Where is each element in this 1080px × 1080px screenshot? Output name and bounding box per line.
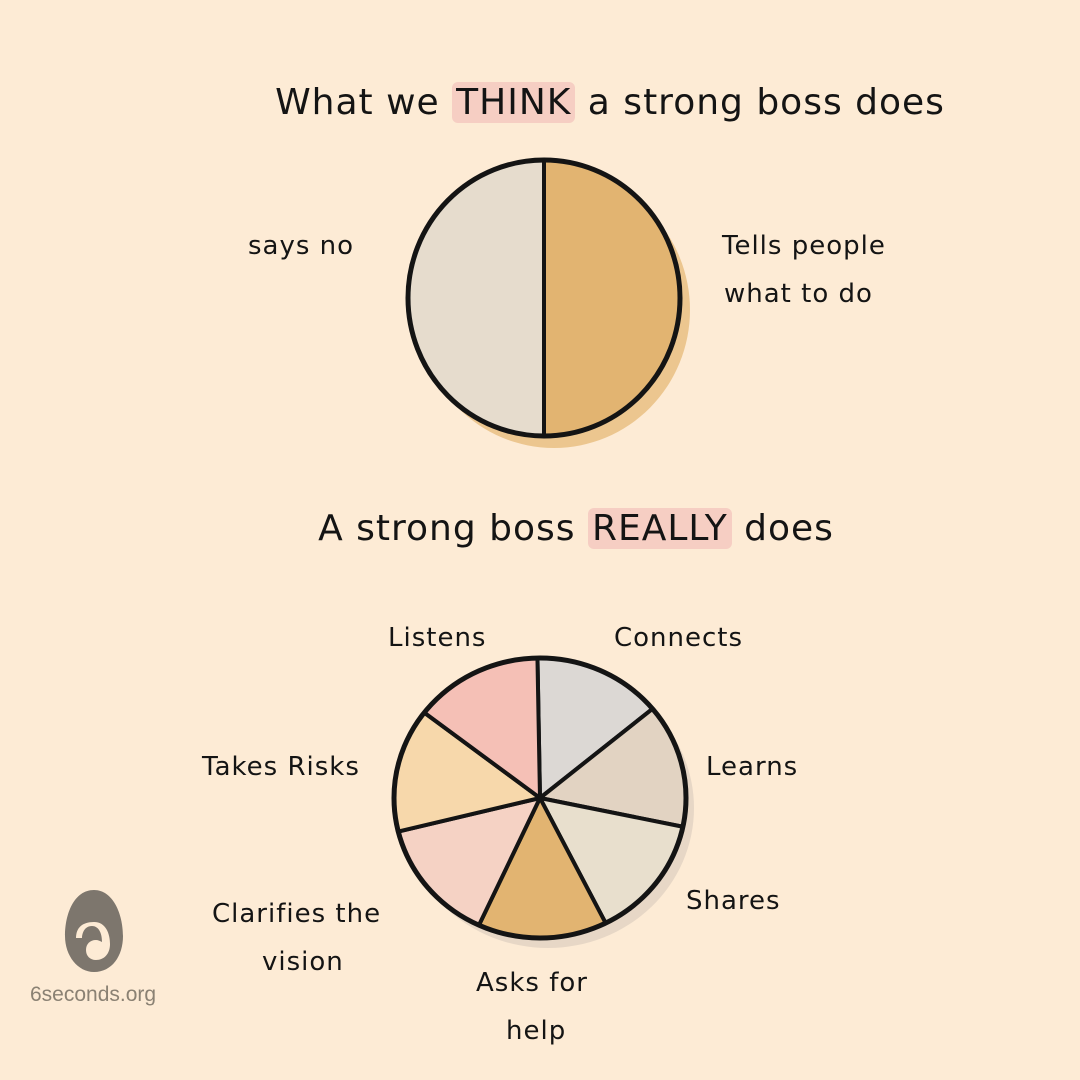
top-chart-title: What we THINK a strong boss does <box>70 82 1080 123</box>
title-part-1: What we <box>275 82 453 123</box>
label-tells-people-line1: Tells people <box>722 231 886 261</box>
label-tells-people-line2: what to do <box>724 279 873 309</box>
label-clarifies-line1: Clarifies the <box>212 899 382 929</box>
label-asks-for-line2: help <box>506 1016 567 1046</box>
bottom-pie-chart <box>391 655 694 948</box>
pie-slice-says-no <box>406 158 546 438</box>
title-part-1: A strong boss <box>318 508 588 549</box>
bottom-chart-title: A strong boss REALLY does <box>36 508 1080 549</box>
title-part-3: a strong boss does <box>575 82 945 123</box>
six-seconds-logo-icon <box>65 890 123 972</box>
pie-outline <box>405 157 683 439</box>
label-clarifies-line2: vision <box>262 947 344 977</box>
label-listens: Listens <box>388 623 487 653</box>
pie-outline <box>391 655 689 941</box>
label-says-no: says no <box>248 231 355 261</box>
title-highlight-really: REALLY <box>587 508 732 549</box>
title-part-3: does <box>731 508 834 549</box>
label-shares: Shares <box>686 886 781 916</box>
label-learns: Learns <box>706 752 799 782</box>
label-takes-risks: Takes Risks <box>202 752 360 782</box>
title-highlight-think: THINK <box>452 82 576 123</box>
label-connects: Connects <box>614 623 744 653</box>
site-url: 6seconds.org <box>30 983 157 1006</box>
label-asks-for-line1: Asks for <box>476 968 588 998</box>
top-pie-chart <box>405 157 690 448</box>
